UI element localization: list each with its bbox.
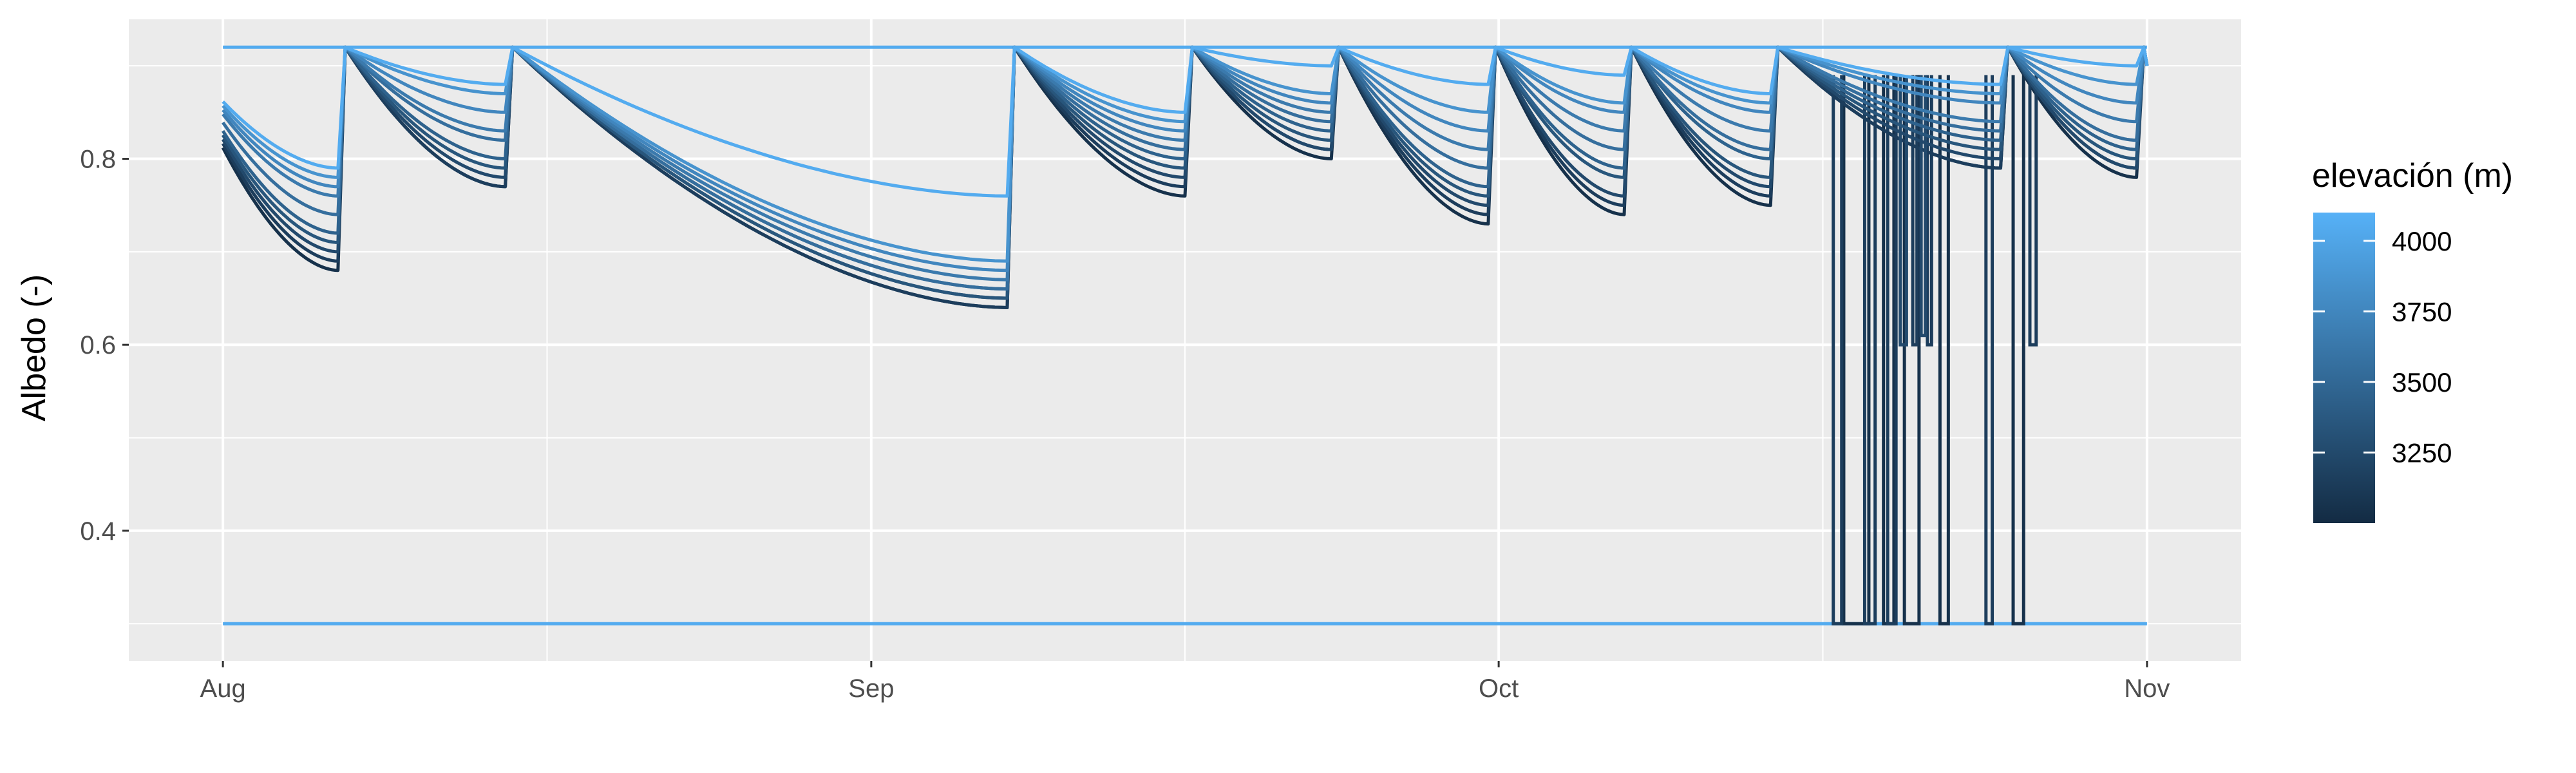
legend: elevación (m) 3250 3500 3750 4000	[2312, 157, 2513, 523]
albedo-drop	[1899, 75, 1908, 347]
albedo-drop	[2028, 75, 2038, 347]
x-axis: Aug Sep Oct Nov	[200, 661, 2170, 703]
series-layer	[221, 45, 2149, 625]
albedo-drop	[1938, 75, 1950, 625]
albedo-drop	[1984, 75, 1994, 625]
y-tick-label: 0.6	[80, 331, 116, 359]
y-axis-title: Albedo (-)	[15, 274, 53, 421]
y-axis: 0.4 0.6 0.8	[80, 146, 129, 546]
x-tick-label: Oct	[1479, 674, 1519, 703]
albedo-drop	[1926, 75, 1933, 347]
albedo-drop	[1902, 75, 1921, 625]
albedo-drop	[2011, 75, 2025, 625]
albedo-drop	[1919, 75, 1927, 338]
albedo-drop	[1886, 75, 1898, 625]
legend-tick-label: 4000	[2392, 226, 2452, 256]
legend-title: elevación (m)	[2312, 157, 2513, 195]
albedo-drop	[1862, 75, 1877, 625]
albedo-drop	[1832, 75, 1844, 625]
legend-ticks: 3250 3500 3750 4000	[2313, 226, 2452, 468]
legend-tick-label: 3750	[2392, 296, 2452, 327]
legend-tick-label: 3500	[2392, 367, 2452, 397]
y-tick-label: 0.4	[80, 517, 116, 546]
albedo-series-line	[222, 45, 2149, 198]
y-tick-label: 0.8	[80, 146, 116, 174]
legend-colorbar	[2313, 213, 2375, 523]
x-tick-label: Sep	[848, 674, 894, 703]
albedo-drop	[1842, 75, 1871, 625]
x-tick-label: Aug	[200, 674, 246, 703]
x-tick-label: Nov	[2124, 674, 2170, 703]
legend-tick-label: 3250	[2392, 437, 2452, 468]
albedo-drop	[1911, 75, 1919, 347]
